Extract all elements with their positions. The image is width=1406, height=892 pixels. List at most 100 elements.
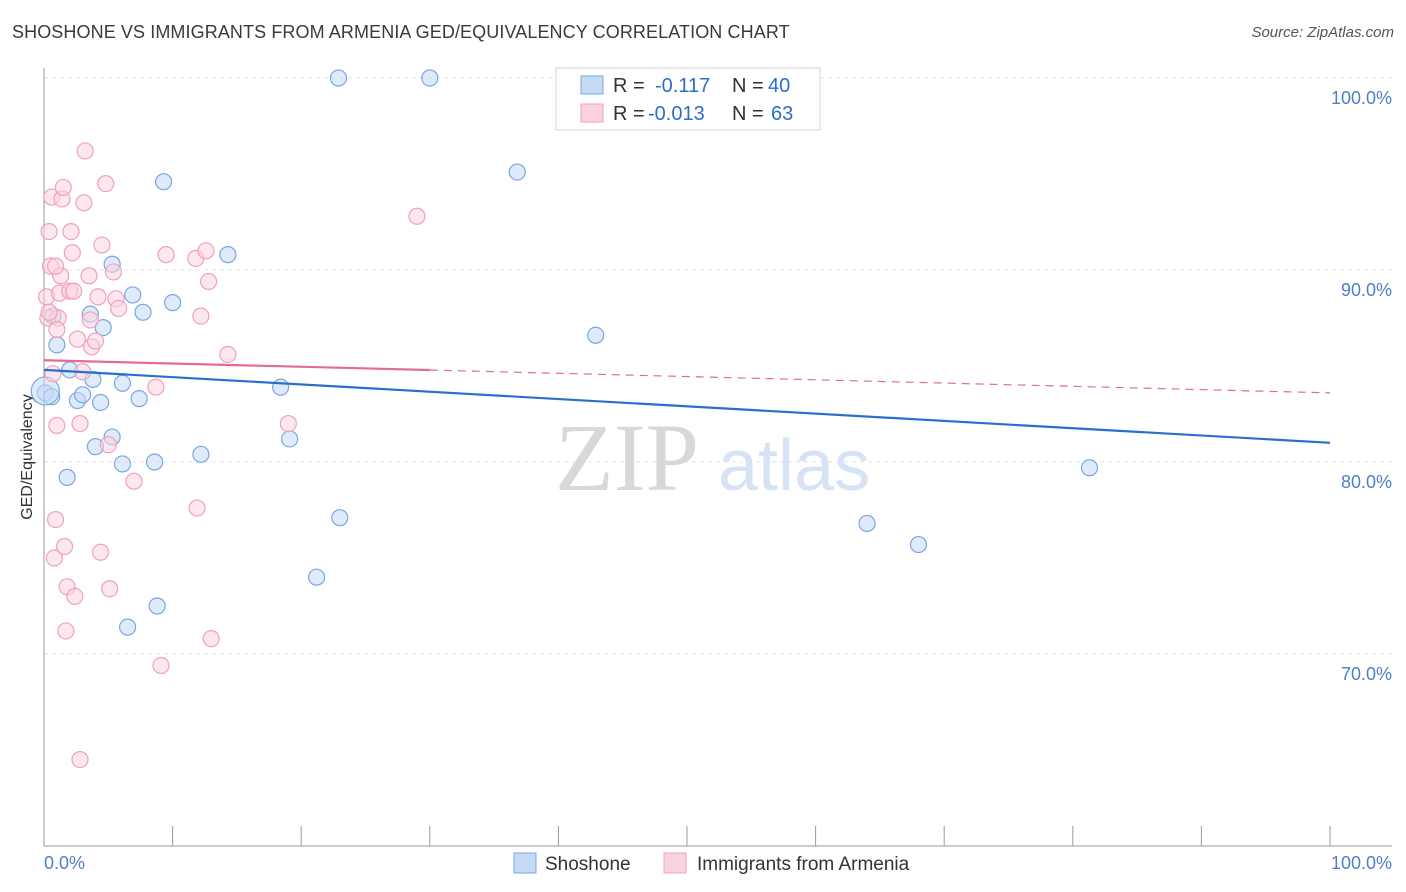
point-series0-15 (113, 374, 132, 392)
point-series1-26 (76, 142, 94, 160)
point-series1-40 (125, 472, 143, 490)
point-series1-25 (75, 194, 93, 212)
point-series0-21 (145, 453, 164, 471)
source-label: Source: ZipAtlas.com (1251, 24, 1394, 41)
point-series0-23 (154, 173, 173, 191)
legend-n-value-1: 40 (768, 75, 790, 97)
legend-box: R = -0.117 N = 40 R = -0.013 N = 63 (555, 67, 821, 131)
watermark-zip: ZIP (555, 404, 699, 511)
point-series0-11 (91, 393, 110, 412)
point-series1-55 (40, 303, 58, 321)
point-series1-2 (40, 223, 58, 241)
bottom-legend-swatch-armenia (663, 852, 687, 874)
data-points (30, 69, 1099, 769)
point-series1-35 (99, 436, 117, 454)
point-series1-27 (80, 267, 98, 285)
legend-n-value-2: 63 (771, 103, 793, 125)
x-axis-ticks (43, 826, 1331, 846)
point-series1-14 (55, 537, 74, 556)
point-series1-51 (279, 415, 297, 433)
point-series1-56 (48, 320, 66, 339)
legend-n-label-2: N = (732, 103, 764, 125)
point-series0-27 (272, 378, 290, 396)
point-series0-7 (73, 386, 92, 404)
legend-n-label-1: N = (732, 75, 764, 97)
x-tick-label-left: 0.0% (44, 853, 85, 873)
point-series1-36 (100, 580, 119, 598)
point-series1-39 (109, 299, 128, 317)
point-series0-4 (58, 468, 76, 486)
point-series1-34 (97, 175, 115, 193)
bottom-legend: Shoshone Immigrants from Armenia (513, 852, 910, 875)
legend-r-value-2: -0.013 (648, 103, 705, 125)
point-series0-26 (219, 246, 237, 264)
point-series1-32 (91, 543, 110, 561)
point-series0-32 (421, 69, 439, 87)
y-tick-labels: 100.0% 90.0% 80.0% 70.0% (1331, 88, 1392, 684)
point-series0-3 (48, 336, 66, 354)
point-series1-20 (64, 282, 83, 300)
point-series1-47 (197, 242, 215, 260)
point-series1-5 (44, 365, 62, 383)
point-series0-31 (331, 509, 349, 527)
legend-r-value-1: -0.117 (655, 75, 710, 97)
y-tick-label-2: 80.0% (1341, 472, 1392, 492)
y-tick-label-1: 90.0% (1341, 280, 1392, 300)
trend-line-dashed-series1 (429, 369, 1331, 394)
trend-lines (43, 359, 1331, 444)
point-series1-53 (71, 750, 89, 769)
x-tick-label-right: 100.0% (1331, 853, 1392, 873)
point-series0-30 (329, 69, 348, 87)
point-series0-35 (858, 514, 876, 533)
legend-swatch-armenia (580, 103, 604, 123)
legend-r-label-2: R = (613, 103, 645, 125)
point-series1-41 (147, 378, 165, 396)
point-series1-46 (192, 307, 210, 325)
point-series1-37 (104, 263, 123, 281)
point-series1-19 (63, 244, 81, 262)
trend-line-solid-series1 (43, 359, 430, 372)
legend-swatch-shoshone (580, 75, 604, 95)
bottom-legend-swatch-shoshone (513, 852, 537, 874)
point-series0-25 (192, 445, 210, 463)
point-series0-24 (164, 294, 182, 312)
bottom-legend-label-shoshone: Shoshone (545, 854, 631, 875)
point-series0-33 (508, 163, 526, 181)
point-series0-16 (113, 455, 132, 473)
point-series0-18 (124, 286, 142, 304)
point-series0-17 (118, 618, 137, 636)
point-series0-19 (130, 390, 148, 408)
point-series1-13 (54, 178, 72, 197)
point-series1-23 (71, 415, 89, 433)
point-series1-31 (89, 288, 107, 306)
point-series1-48 (200, 272, 218, 291)
point-series1-52 (408, 207, 426, 225)
bottom-legend-label-armenia: Immigrants from Armenia (697, 854, 910, 875)
trend-line-series0 (43, 368, 1331, 444)
point-series1-49 (202, 630, 220, 648)
point-series1-15 (57, 622, 75, 640)
point-series1-42 (152, 656, 170, 675)
point-series1-7 (46, 510, 65, 529)
point-series1-43 (157, 246, 175, 264)
point-series0-37 (1080, 459, 1099, 477)
point-series0-34 (587, 326, 605, 344)
y-axis-label: GED/Equivalency (19, 394, 36, 519)
point-series1-30 (86, 332, 105, 350)
point-series1-6 (45, 549, 63, 567)
point-series0-28 (281, 430, 299, 448)
y-tick-label-3: 70.0% (1341, 664, 1392, 684)
point-series1-21 (66, 587, 84, 606)
point-series0-29 (308, 568, 326, 586)
point-series1-33 (93, 236, 111, 254)
chart-title: SHOSHONE VS IMMIGRANTS FROM ARMENIA GED/… (12, 22, 790, 42)
point-series1-50 (219, 345, 237, 364)
watermark-atlas: atlas (718, 426, 870, 506)
y-tick-label-0: 100.0% (1331, 88, 1392, 108)
point-series0-36 (909, 535, 928, 554)
point-series0-22 (148, 597, 166, 615)
point-series1-18 (62, 223, 80, 241)
point-series1-28 (81, 311, 99, 329)
point-series1-54 (46, 257, 65, 275)
